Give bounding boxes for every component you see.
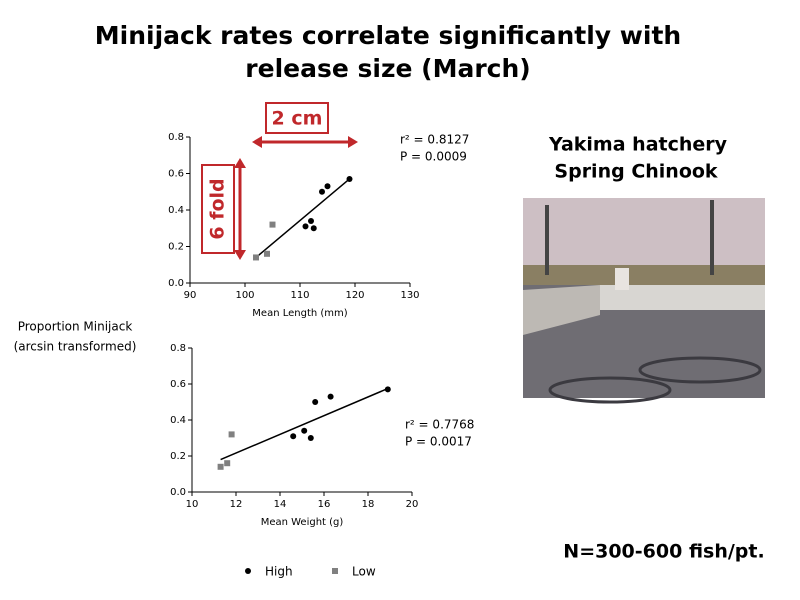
- fit-line: [220, 386, 391, 461]
- photo: [523, 198, 765, 404]
- callout-6fold: 6 fold: [207, 178, 229, 239]
- legend-marker: [332, 568, 338, 574]
- x-tick-label: 12: [230, 499, 243, 510]
- point: [384, 386, 391, 393]
- stat-label: P = 0.0009: [400, 150, 467, 164]
- point: [290, 433, 297, 440]
- legend-marker: [245, 568, 251, 574]
- x-tick-label: 20: [406, 499, 419, 510]
- y-axis-label: Proportion Minijack: [18, 320, 133, 334]
- point: [264, 250, 270, 257]
- x-axis-label: Mean Length (mm): [252, 308, 347, 319]
- point: [228, 431, 235, 438]
- x-tick-label: 14: [274, 499, 287, 510]
- x-tick-label: 18: [362, 499, 375, 510]
- point: [302, 223, 309, 230]
- point: [324, 183, 331, 190]
- point: [253, 254, 259, 261]
- title-line: Minijack rates correlate significantly w…: [95, 21, 681, 50]
- y-tick-label: 0.6: [170, 379, 186, 390]
- y-tick-label: 0.8: [170, 343, 186, 354]
- stat-label: P = 0.0017: [405, 435, 472, 449]
- point: [301, 427, 308, 434]
- y-tick-label: 0.0: [168, 278, 184, 289]
- callout-2cm: 2 cm: [272, 108, 323, 130]
- point: [312, 399, 319, 405]
- x-tick-label: 110: [290, 290, 309, 301]
- y-tick-label: 0.0: [170, 487, 186, 498]
- point: [217, 463, 224, 470]
- fit-line: [255, 178, 350, 259]
- x-axis-label: Mean Weight (g): [261, 517, 344, 528]
- point: [308, 217, 314, 224]
- photo-caption: Yakima hatchery: [548, 134, 728, 156]
- x-tick-label: 100: [235, 290, 254, 301]
- footnote: N=300-600 fish/pt.: [563, 541, 764, 563]
- point: [319, 188, 325, 195]
- y-tick-label: 0.4: [170, 415, 186, 426]
- photo-caption: Spring Chinook: [554, 161, 718, 183]
- x-tick-label: 90: [184, 290, 197, 301]
- x-tick-label: 10: [186, 499, 199, 510]
- point: [310, 225, 317, 232]
- point: [269, 221, 276, 228]
- point: [307, 435, 314, 441]
- y-tick-label: 0.2: [170, 451, 186, 462]
- title-line: release size (March): [245, 54, 530, 83]
- x-tick-label: 130: [400, 290, 419, 301]
- x-tick-label: 120: [345, 290, 364, 301]
- y-tick-label: 0.2: [168, 242, 184, 253]
- callouts: 2 cm 6 fold: [201, 102, 358, 260]
- point: [224, 460, 231, 467]
- legend-label: High: [265, 565, 293, 579]
- y-tick-label: 0.4: [168, 205, 184, 216]
- y-axis-label: (arcsin transformed): [14, 340, 137, 354]
- point: [346, 175, 353, 182]
- y-tick-label: 0.6: [168, 169, 184, 180]
- y-tick-label: 0.8: [168, 132, 184, 143]
- stat-label: r² = 0.8127: [400, 133, 469, 147]
- legend-label: Low: [352, 565, 376, 579]
- x-tick-label: 16: [318, 499, 331, 510]
- point: [327, 393, 334, 400]
- stat-label: r² = 0.7768: [405, 418, 474, 432]
